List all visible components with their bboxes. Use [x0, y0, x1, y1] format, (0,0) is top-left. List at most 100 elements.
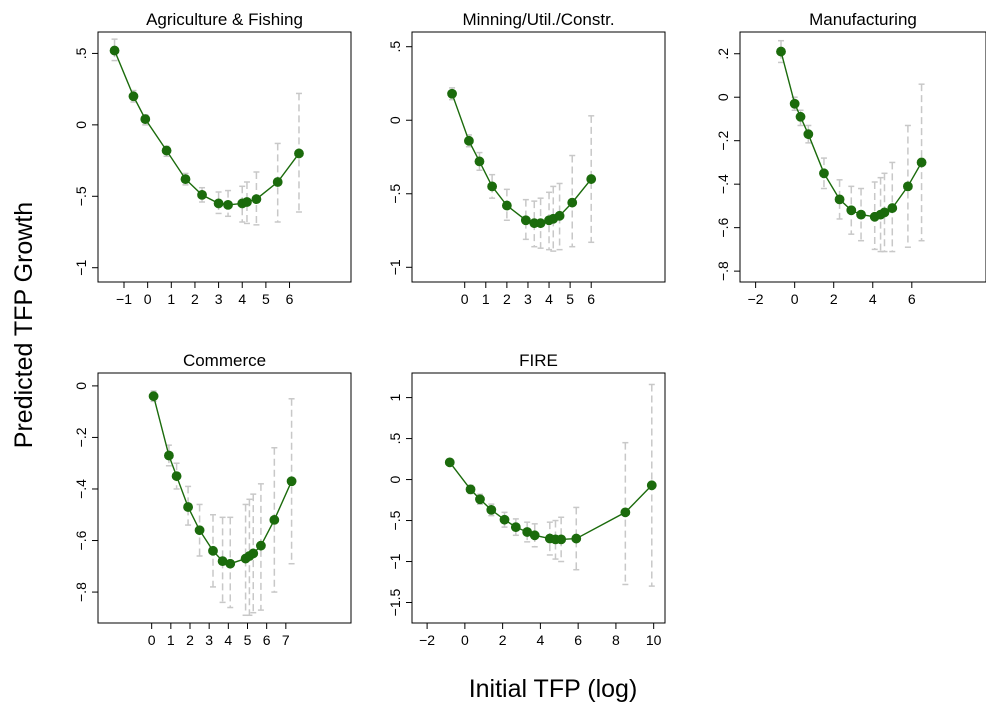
y-tick-label: 0 [387, 116, 403, 124]
data-point [197, 189, 207, 200]
data-point [846, 205, 857, 216]
data-point [529, 530, 540, 541]
data-point [486, 504, 497, 515]
y-tick-label: −.4 [715, 174, 731, 194]
y-tick-label: −.4 [73, 479, 89, 499]
plot-frame [739, 31, 986, 283]
x-tick-label: 10 [646, 632, 662, 648]
data-point [834, 194, 845, 205]
chart-panel-2: Minning/Util./Constr.0 1 2 3 4 5 6−1−.50.5 [387, 10, 666, 307]
data-point [248, 548, 259, 559]
plot-frame [97, 372, 352, 624]
data-point [520, 215, 531, 226]
ci-bar [111, 38, 118, 62]
chart-panel-5: FIRE −2 0 2 4 6 8 10 −1.5 −1 −.5 0 .5 1 [387, 351, 666, 648]
y-tick-label: −1 [387, 553, 403, 569]
data-point [501, 200, 512, 211]
x-tick-label: 5 [566, 291, 574, 307]
data-point [795, 111, 806, 122]
data-point [887, 203, 898, 213]
y-tick-label: −.6 [715, 218, 731, 238]
y-tick-label: −1 [73, 260, 89, 276]
data-point [256, 540, 266, 551]
ci-bar [257, 483, 264, 611]
data-point [903, 181, 913, 192]
y-tick-label: .5 [387, 433, 403, 445]
y-tick-label: 1 [387, 393, 403, 401]
ci-bar [512, 518, 519, 537]
y-tick-label: −.2 [715, 131, 731, 151]
x-tick-label: 8 [612, 632, 620, 648]
data-point [171, 471, 182, 481]
x-tick-label: 2 [191, 291, 199, 307]
x-tick-label: 2 [186, 632, 194, 648]
data-point [554, 210, 565, 221]
data-point [180, 174, 191, 185]
y-tick-label: 0 [387, 475, 403, 483]
data-point [571, 533, 582, 544]
panels: Agriculture & Fishing−1 0 1 2 3 4 5 6−1−.50.5Mi… [73, 10, 986, 648]
x-tick-label: 7 [282, 632, 290, 648]
data-point [251, 194, 262, 205]
data-point [916, 157, 927, 168]
x-tick-label: 4 [545, 291, 553, 307]
panel-title: Manufacturing [809, 10, 917, 29]
data-point [567, 197, 578, 208]
ci-bar [219, 516, 226, 604]
x-tick-label: 6 [574, 632, 582, 648]
chart-panel-1: Agriculture & Fishing−1 0 1 2 3 4 5 6−1−.50.5 [73, 10, 352, 307]
y-tick-label: −1 [387, 259, 403, 275]
ci-bar [185, 485, 192, 526]
x-tick-label: 0 [461, 291, 469, 307]
x-tick-label: 2 [830, 291, 838, 307]
plot-frame [411, 31, 666, 283]
data-point [148, 391, 159, 402]
x-tick-label: 4 [536, 632, 544, 648]
y-tick-label: 0 [715, 93, 731, 101]
plot-frame [97, 31, 352, 283]
x-tick-label: −2 [419, 632, 435, 648]
data-point [819, 168, 829, 179]
data-point [464, 135, 474, 146]
data-point [161, 145, 172, 156]
x-tick-label: 2 [503, 291, 511, 307]
x-tick-label: 4 [869, 291, 877, 307]
y-tick-label: −.2 [73, 427, 89, 447]
x-tick-label: 1 [482, 291, 490, 307]
y-tick-label: −.8 [73, 582, 89, 602]
data-point [646, 480, 657, 491]
data-point [499, 514, 510, 525]
ci-bar [573, 506, 580, 571]
chart-panel-3: Manufacturing −2 0 2 4 6 −.8 −.6 −.4 −.2 0 .2 [715, 10, 986, 307]
x-axis-label: Initial TFP (log) [469, 675, 638, 703]
y-tick-label: 0 [73, 382, 89, 390]
data-point [140, 114, 151, 125]
ci-bar [550, 185, 557, 252]
panel-title: Agriculture & Fishing [146, 10, 303, 29]
data-point [803, 129, 814, 140]
x-tick-label: 0 [791, 291, 799, 307]
x-tick-label: 4 [224, 632, 232, 648]
x-tick-label: 3 [524, 291, 532, 307]
data-point [164, 450, 174, 461]
x-tick-label: −2 [748, 291, 764, 307]
x-tick-label: 0 [144, 291, 152, 307]
ci-bar [588, 115, 595, 244]
data-point [620, 507, 631, 518]
panel-title: Commerce [183, 351, 266, 370]
data-point [487, 181, 498, 192]
data-point [465, 484, 476, 495]
y-tick-label: −.8 [715, 261, 731, 281]
y-tick-label: −.6 [73, 530, 89, 550]
y-tick-label: .5 [387, 41, 403, 53]
data-point [242, 197, 252, 207]
x-tick-label: 4 [238, 291, 246, 307]
data-point [223, 199, 233, 210]
y-tick-label: 0 [73, 121, 89, 129]
y-tick-label: −1.5 [387, 588, 403, 616]
ci-bar [778, 39, 784, 64]
data-point [475, 494, 485, 505]
data-point [194, 525, 205, 536]
